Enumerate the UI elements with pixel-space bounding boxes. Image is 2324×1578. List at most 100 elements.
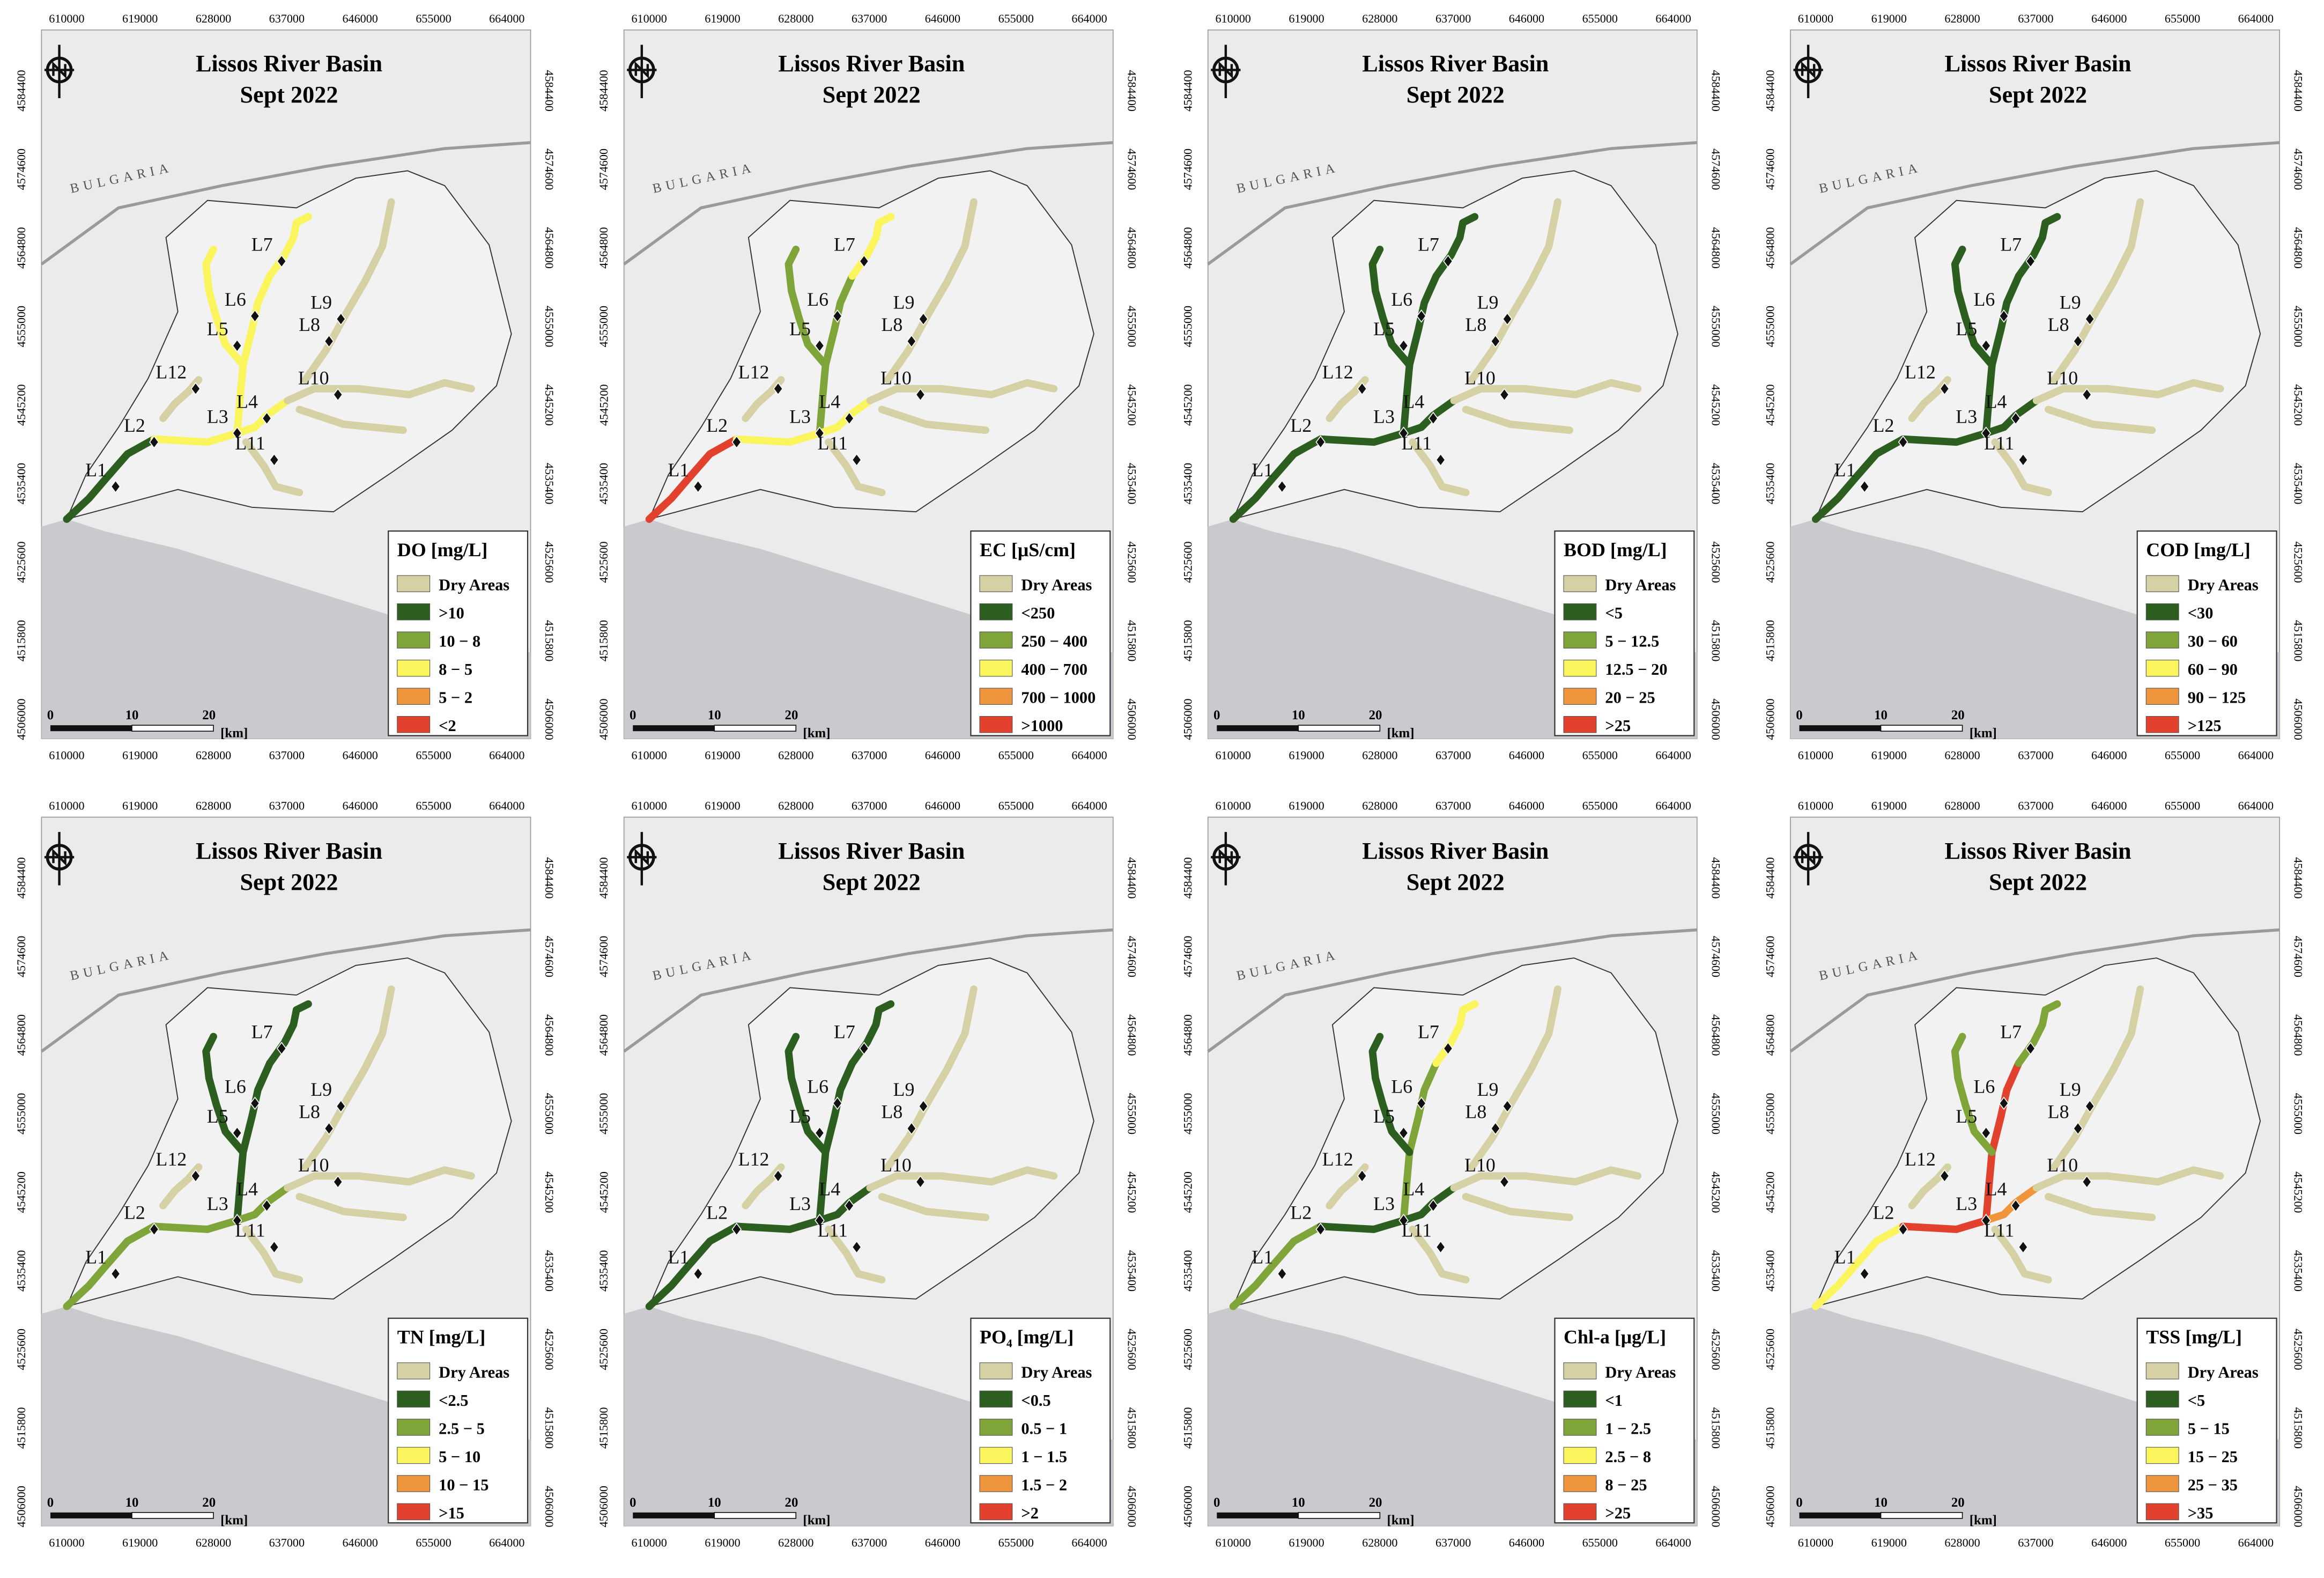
station-label: L11 xyxy=(235,1220,265,1241)
x-coordinate-label: 637000 xyxy=(269,749,305,762)
station-label: L9 xyxy=(893,1079,915,1100)
y-coordinate-label: 4515800 xyxy=(543,1407,556,1449)
y-coordinate-label: 4545200 xyxy=(1125,384,1138,425)
station-label: L12 xyxy=(1322,361,1353,382)
scale-label: 0 xyxy=(1796,708,1802,722)
x-coordinate-label: 610000 xyxy=(1216,799,1251,813)
y-coordinate-label: 4555000 xyxy=(2292,306,2305,347)
legend-title: Chl-a [μg/L] xyxy=(1564,1326,1666,1348)
legend-label: 8 − 25 xyxy=(1605,1476,1647,1494)
station-label: L3 xyxy=(1373,1193,1395,1214)
legend-label: 10 − 8 xyxy=(439,632,480,651)
station-marker xyxy=(1940,382,1950,396)
x-coordinate-label: 628000 xyxy=(1944,1536,1980,1549)
x-coordinate-label: 637000 xyxy=(269,799,305,813)
river-reach xyxy=(2051,985,2144,1171)
station-marker xyxy=(2073,334,2083,348)
station-marker xyxy=(149,435,159,449)
station-label: L10 xyxy=(298,1154,329,1176)
y-coordinate-label: 4584400 xyxy=(1181,857,1194,898)
y-coordinate-label: 4525600 xyxy=(597,541,610,582)
river-reach xyxy=(2051,198,2144,384)
station-label: L11 xyxy=(235,432,265,454)
y-coordinate-label: 4535400 xyxy=(1125,1250,1138,1292)
y-coordinate-label: 4564800 xyxy=(1709,1014,1722,1056)
y-coordinate-label: 4515800 xyxy=(2292,1407,2305,1449)
river-reach xyxy=(1400,1059,1440,1225)
y-coordinate-label: 4574600 xyxy=(1181,149,1194,190)
legend-swatch xyxy=(979,1447,1013,1464)
scale-bar xyxy=(1880,725,1963,732)
station-marker xyxy=(2082,388,2092,402)
y-coordinate-label: 4555000 xyxy=(1709,1093,1722,1134)
station-label: L4 xyxy=(819,1178,840,1199)
x-coordinate-label: 655000 xyxy=(2165,12,2200,25)
y-coordinate-label: 4506000 xyxy=(1181,1486,1194,1527)
y-coordinate-label: 4555000 xyxy=(597,1093,610,1134)
station-marker xyxy=(1277,1267,1287,1281)
x-coordinate-label: 619000 xyxy=(122,12,158,25)
river-reach xyxy=(784,1033,830,1156)
x-coordinate-label: 610000 xyxy=(1798,1536,1833,1549)
legend-swatch xyxy=(979,1419,1013,1436)
river-reach xyxy=(784,245,830,369)
legend-label: 90 − 125 xyxy=(2188,689,2246,707)
station-label: L1 xyxy=(85,1246,107,1267)
station-marker xyxy=(269,453,279,467)
x-coordinate-label: 619000 xyxy=(1289,799,1324,813)
station-marker xyxy=(731,435,742,449)
y-coordinate-label: 4555000 xyxy=(597,306,610,347)
station-marker xyxy=(1898,1222,1908,1236)
y-coordinate-label: 4574600 xyxy=(1764,936,1777,977)
station-label: L2 xyxy=(1873,1202,1894,1223)
legend-label: 5 − 12.5 xyxy=(1605,632,1659,651)
y-coordinate-label: 4584400 xyxy=(1764,70,1777,111)
legend-label: 15 − 25 xyxy=(2188,1448,2238,1466)
legend-label: <30 xyxy=(2188,604,2214,622)
x-coordinate-label: 628000 xyxy=(1944,749,1980,762)
legend-swatch xyxy=(397,1390,431,1408)
river-reach xyxy=(233,1184,292,1225)
legend-swatch xyxy=(1563,603,1597,621)
station-label: L10 xyxy=(298,367,329,388)
river-reach xyxy=(301,198,395,384)
x-coordinate-label: 664000 xyxy=(489,749,524,762)
river-reach xyxy=(825,438,886,497)
y-coordinate-label: 4545200 xyxy=(543,384,556,425)
y-coordinate-label: 4555000 xyxy=(1764,306,1777,347)
legend-label: Dry Areas xyxy=(1021,576,1092,594)
legend-swatch xyxy=(397,716,431,733)
station-marker xyxy=(232,339,242,352)
legend-title: COD [mg/L] xyxy=(2146,539,2251,561)
station-marker xyxy=(852,1240,862,1254)
station-marker xyxy=(859,254,869,268)
north-arrow xyxy=(1211,832,1241,886)
x-coordinate-label: 664000 xyxy=(489,1536,524,1549)
north-arrow xyxy=(44,45,75,98)
y-coordinate-label: 4535400 xyxy=(14,463,28,504)
river-reach xyxy=(150,1216,241,1233)
y-coordinate-label: 4535400 xyxy=(14,1250,28,1292)
station-label: L7 xyxy=(2000,1021,2022,1042)
station-label: L2 xyxy=(706,1202,728,1223)
y-coordinate-label: 4564800 xyxy=(1709,227,1722,268)
y-coordinate-label: 4506000 xyxy=(1764,1486,1777,1527)
y-coordinate-label: 4506000 xyxy=(2292,1486,2305,1527)
x-coordinate-label: 637000 xyxy=(852,12,887,25)
y-coordinate-label: 4535400 xyxy=(2292,1250,2305,1292)
x-coordinate-label: 628000 xyxy=(196,799,231,813)
x-coordinate-label: 655000 xyxy=(416,799,451,813)
station-label: L5 xyxy=(1956,318,1977,340)
y-coordinate-label: 4515800 xyxy=(1709,1407,1722,1449)
river-reach xyxy=(1982,396,2040,437)
river-reach xyxy=(1316,1216,1408,1233)
legend-label: >25 xyxy=(1605,1504,1631,1522)
y-coordinate-label: 4584400 xyxy=(14,857,28,898)
station-marker xyxy=(1277,480,1287,493)
station-marker xyxy=(815,426,825,440)
x-coordinate-label: 610000 xyxy=(49,799,84,813)
station-label: L2 xyxy=(1873,415,1894,436)
y-coordinate-label: 4525600 xyxy=(1709,1329,1722,1370)
